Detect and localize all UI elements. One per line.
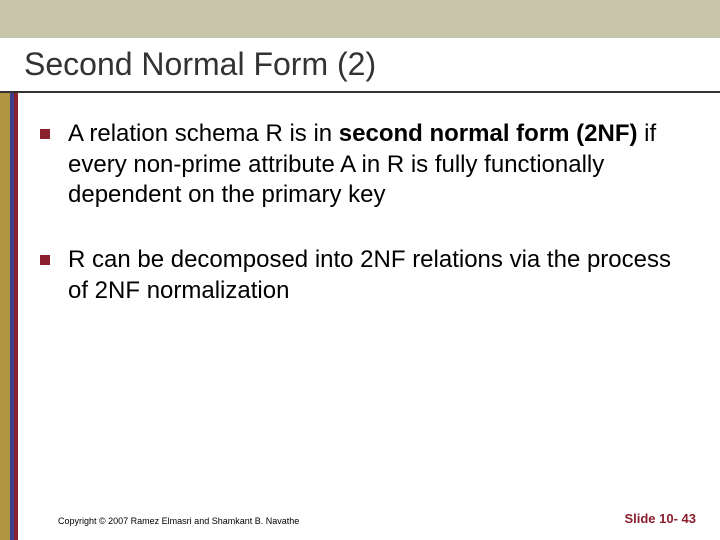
square-bullet-icon [40, 129, 50, 139]
bullet-text: R can be decomposed into 2NF relations v… [68, 245, 690, 306]
bullet-text: A relation schema R is in second normal … [68, 119, 690, 211]
body-wrap: A relation schema R is in second normal … [0, 93, 720, 540]
square-bullet-icon [40, 255, 50, 265]
bullet-text-bold: second normal form (2NF) [339, 120, 638, 147]
copyright-text: Copyright © 2007 Ramez Elmasri and Shamk… [58, 516, 299, 526]
slide: Second Normal Form (2) A relation schema… [0, 0, 720, 540]
top-bar [0, 0, 720, 38]
bullet-text-prefix: R can be decomposed into 2NF relations v… [68, 246, 671, 304]
title-area: Second Normal Form (2) [0, 38, 720, 93]
content-area: A relation schema R is in second normal … [18, 93, 720, 540]
bullet-item: R can be decomposed into 2NF relations v… [40, 245, 690, 306]
footer: Copyright © 2007 Ramez Elmasri and Shamk… [58, 511, 696, 526]
side-stripe-gold [0, 93, 10, 540]
slide-title: Second Normal Form (2) [24, 46, 696, 83]
side-ornament [0, 93, 18, 540]
bullet-item: A relation schema R is in second normal … [40, 119, 690, 211]
slide-number: Slide 10- 43 [624, 511, 696, 526]
bullet-text-prefix: A relation schema R is in [68, 120, 339, 147]
